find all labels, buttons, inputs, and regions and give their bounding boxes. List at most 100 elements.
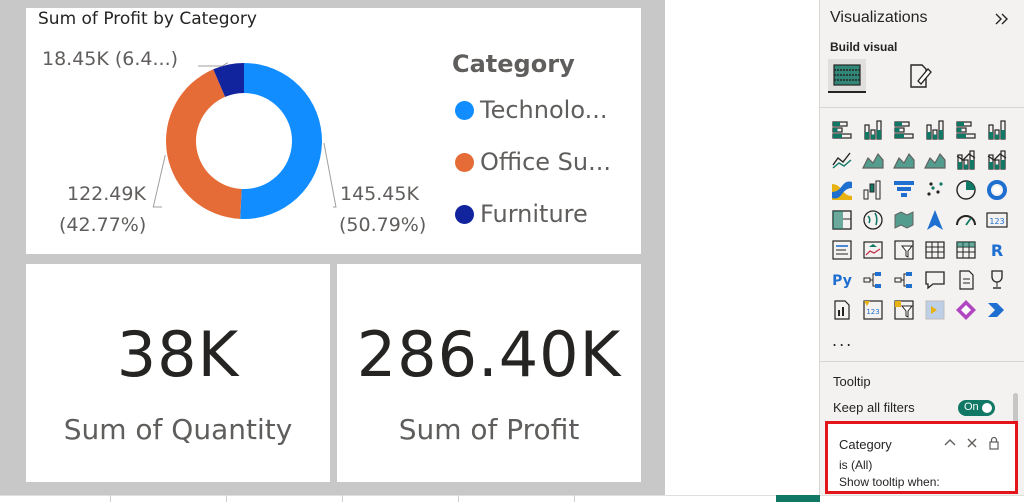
new-slicer-icon[interactable]: [892, 298, 916, 322]
more-visuals-button[interactable]: ...: [832, 331, 854, 350]
100-stacked-column-chart-icon[interactable]: [985, 118, 1009, 142]
funnel-chart-icon[interactable]: [892, 178, 916, 202]
data-label-office-percent: (42.77%): [59, 214, 147, 236]
visualizations-pane: Visualizations Build visual 123 R Py 123 ..…: [819, 0, 1024, 495]
tooltip-filter-card[interactable]: Category is (All) Show tooltip when:: [825, 421, 1018, 494]
azure-map-icon[interactable]: [923, 208, 947, 232]
scatter-chart-icon[interactable]: [923, 178, 947, 202]
donut-slice-office-supplies[interactable]: [165, 69, 242, 219]
legend-marker: [455, 204, 474, 224]
tab-separator: [110, 495, 111, 502]
waterfall-chart-icon[interactable]: [861, 178, 885, 202]
pane-scrollbar[interactable]: [1013, 393, 1018, 427]
leader-line-office-supplies: [152, 155, 166, 208]
tab-separator: [574, 495, 575, 502]
gauge-icon[interactable]: [954, 208, 978, 232]
tab-separator: [342, 495, 343, 502]
stacked-bar-chart-icon[interactable]: [830, 118, 854, 142]
clustered-column-chart-icon[interactable]: [923, 118, 947, 142]
pie-chart-icon[interactable]: [954, 178, 978, 202]
donut-chart[interactable]: [0, 0, 665, 260]
legend-item-furniture[interactable]: Furniture: [455, 199, 588, 229]
build-visual-label: Build visual: [830, 40, 898, 54]
build-visual-tab[interactable]: [828, 59, 866, 93]
legend-item-office-supplies[interactable]: Office Su...: [455, 147, 611, 177]
python-visual-icon[interactable]: Py: [830, 268, 854, 292]
data-label-furniture: 18.45K (6.4...): [42, 48, 179, 70]
legend-label: Furniture: [480, 200, 588, 228]
collapse-pane-icon[interactable]: [992, 9, 1012, 29]
card-value-quantity: 38K: [116, 318, 240, 391]
line-and-stacked-column-icon[interactable]: [954, 148, 978, 172]
metrics-icon[interactable]: [985, 268, 1009, 292]
legend-label: Technolo...: [480, 96, 608, 124]
donut-chart-visual[interactable]: [26, 8, 641, 254]
legend-marker: [455, 100, 474, 120]
data-label-office-value: 122.49K: [67, 183, 146, 205]
map-icon[interactable]: [861, 208, 885, 232]
svg-text:Py: Py: [832, 273, 852, 289]
100-stacked-area-chart-icon[interactable]: [923, 148, 947, 172]
show-tooltip-when-label: Show tooltip when:: [839, 475, 940, 489]
legend-marker: [455, 152, 474, 172]
qa-icon[interactable]: [923, 268, 947, 292]
area-chart-icon[interactable]: [861, 148, 885, 172]
lock-filter-icon[interactable]: [987, 436, 1001, 450]
power-automate-icon[interactable]: [923, 298, 947, 322]
card-icon[interactable]: 123: [985, 208, 1009, 232]
tooltip-section-label: Tooltip: [833, 374, 871, 389]
quantity-card[interactable]: [26, 264, 330, 482]
multi-row-card-icon[interactable]: [830, 238, 854, 262]
table-icon[interactable]: [923, 238, 947, 262]
toggle-knob: [982, 403, 992, 413]
keep-all-filters-label: Keep all filters: [833, 400, 915, 415]
clustered-bar-chart-icon[interactable]: [892, 118, 916, 142]
active-page-tab[interactable]: [776, 495, 820, 502]
kpi-icon[interactable]: [861, 238, 885, 262]
power-apps-diamond-icon[interactable]: [954, 298, 978, 322]
line-and-clustered-column-icon[interactable]: [985, 148, 1009, 172]
leader-line-furniture: [198, 62, 229, 67]
profit-card[interactable]: [337, 264, 641, 482]
filled-map-icon[interactable]: [892, 208, 916, 232]
build-visual-icon: [833, 64, 861, 86]
card-label-quantity: Sum of Quantity: [63, 413, 293, 446]
donut-slice-technology[interactable]: [240, 63, 322, 219]
donut-slice-furniture[interactable]: [213, 63, 244, 97]
format-visual-tab[interactable]: [902, 59, 936, 93]
line-chart-icon[interactable]: [830, 148, 854, 172]
data-label-tech-percent: (50.79%): [339, 214, 427, 236]
r-visual-icon[interactable]: R: [985, 238, 1009, 262]
keep-all-filters-toggle[interactable]: On: [958, 400, 995, 416]
data-label-tech-value: 145.45K: [340, 183, 419, 205]
legend-item-technology[interactable]: Technolo...: [455, 95, 607, 125]
toggle-state-text: On: [964, 401, 979, 413]
chart-title: Sum of Profit by Category: [38, 9, 257, 29]
card-label-profit: Sum of Profit: [398, 413, 580, 446]
remove-filter-icon[interactable]: [965, 436, 979, 450]
smart-narrative-icon[interactable]: [954, 268, 978, 292]
decomposition-tree-icon[interactable]: [892, 268, 916, 292]
100-stacked-bar-chart-icon[interactable]: [954, 118, 978, 142]
svg-text:R: R: [991, 241, 1003, 260]
format-visual-icon: [910, 64, 932, 88]
leader-line-technology: [323, 142, 337, 208]
ribbon-chart-icon[interactable]: [830, 178, 854, 202]
collapse-filter-icon[interactable]: [943, 436, 957, 450]
legend-label: Office Su...: [480, 148, 612, 176]
paginated-report-icon[interactable]: [830, 298, 854, 322]
filter-field-name: Category: [839, 437, 892, 452]
svg-text:123: 123: [989, 217, 1004, 226]
power-apps-icon[interactable]: 123: [861, 298, 885, 322]
key-influencers-icon[interactable]: [861, 268, 885, 292]
pane-divider: [820, 361, 1024, 362]
stacked-area-chart-icon[interactable]: [892, 148, 916, 172]
treemap-icon[interactable]: [830, 208, 854, 232]
matrix-icon[interactable]: [954, 238, 978, 262]
power-automate-chevron-icon[interactable]: [985, 298, 1009, 322]
tab-separator: [458, 495, 459, 502]
slicer-icon[interactable]: [892, 238, 916, 262]
donut-chart-icon[interactable]: [985, 178, 1009, 202]
stacked-column-chart-icon[interactable]: [861, 118, 885, 142]
